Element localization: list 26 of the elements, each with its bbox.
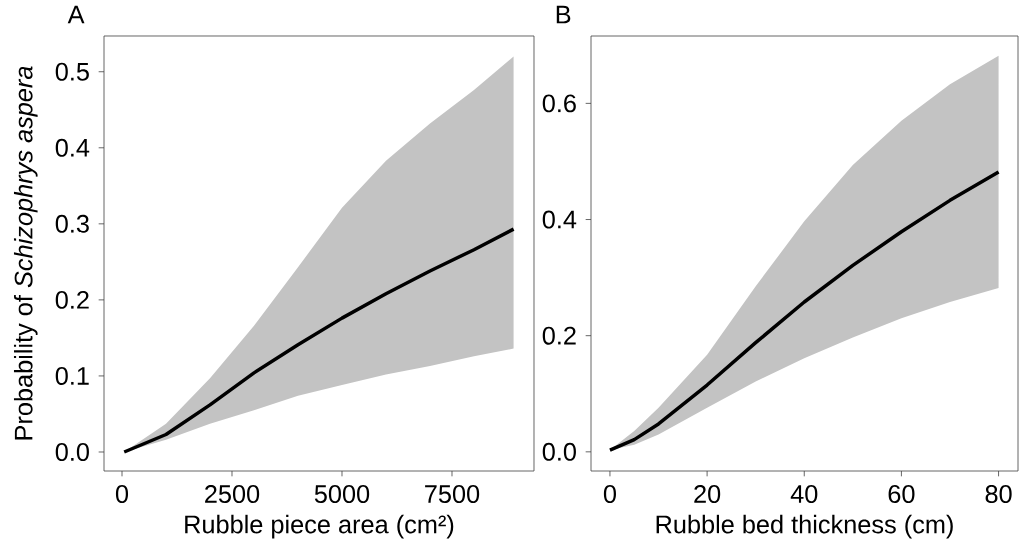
- chart-title: A: [67, 5, 85, 24]
- x-tick-label: 2500: [205, 485, 260, 503]
- y-tick-label: 0.4: [542, 210, 577, 229]
- y-tick-label: 0.2: [55, 290, 89, 309]
- x-tick-label: 40: [790, 485, 818, 503]
- x-tick-label: 0: [115, 485, 129, 503]
- x-axis-title: Rubble bed thickness (cm): [656, 514, 953, 539]
- y-tick-label: 0.3: [55, 214, 89, 233]
- y-axis-title: Probability of Schizophrys aspera: [13, 66, 38, 440]
- x-tick-label: 80: [985, 485, 1012, 503]
- y-tick-label: 0.0: [55, 443, 89, 461]
- x-tick-label: 20: [694, 485, 721, 503]
- x-tick-label: 0: [603, 485, 616, 503]
- x-tick-label: 7500: [425, 485, 480, 503]
- y-tick-label: 0.1: [55, 366, 89, 385]
- x-axis-title: Rubble piece area (cm²): [185, 514, 454, 539]
- x-tick-label: 5000: [314, 485, 370, 503]
- line-series: [122, 227, 516, 454]
- chart-title: B: [556, 5, 571, 24]
- y-tick-label: 0.6: [542, 94, 576, 113]
- line-series: [608, 170, 1001, 452]
- y-tick-label: 0.2: [542, 326, 576, 345]
- y-tick-label: 0.0: [542, 442, 576, 461]
- x-tick-label: 60: [888, 485, 915, 503]
- y-tick-label: 0.4: [55, 138, 90, 157]
- y-tick-label: 0.5: [55, 62, 89, 81]
